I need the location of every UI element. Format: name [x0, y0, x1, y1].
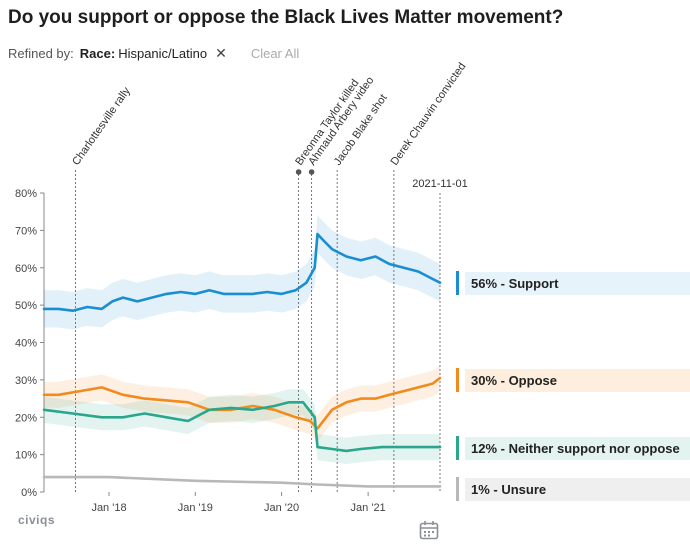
y-tick-label: 50%	[15, 300, 37, 312]
filter-bar: Refined by: Race: Hispanic/Latino ✕ Clea…	[8, 45, 299, 62]
legend-label-oppose: 30% - Oppose	[465, 368, 690, 392]
legend-swatch-oppose	[456, 368, 459, 392]
legend-swatch-support	[456, 271, 459, 295]
series-line-oppose	[42, 376, 442, 430]
event-dot	[308, 169, 315, 175]
legend-item-oppose[interactable]: 30% - Oppose	[456, 367, 690, 393]
y-tick-label: 30%	[15, 375, 37, 387]
close-icon[interactable]: ✕	[215, 45, 227, 61]
legend-label-neither: 12% - Neither support nor oppose	[465, 436, 690, 460]
x-tick-label: Jan '20	[264, 502, 299, 514]
series-band-neither	[44, 389, 440, 464]
filter-value: Hispanic/Latino	[118, 46, 208, 61]
y-tick-label: 10%	[15, 450, 37, 462]
event-label: Derek Chauvin convicted	[389, 61, 469, 168]
event-dot	[295, 169, 302, 175]
legend-swatch-unsure	[456, 477, 459, 501]
series-line-unsure	[42, 475, 442, 488]
series-band-oppose	[44, 364, 440, 442]
y-tick-label: 80%	[15, 188, 37, 200]
legend-label-support: 56% - Support	[465, 271, 690, 295]
y-tick-label: 60%	[15, 263, 37, 275]
clear-all-button[interactable]: Clear All	[250, 46, 300, 61]
y-tick-label: 70%	[15, 225, 37, 237]
series-line-neither	[42, 401, 442, 453]
current-date-label: 2021-11-01	[412, 178, 467, 190]
event-label: Breonna Taylor killed	[293, 77, 361, 167]
series-line-support	[42, 232, 442, 312]
calendar-icon[interactable]	[419, 520, 439, 545]
legend-item-support[interactable]: 56% - Support	[456, 270, 690, 296]
legend-swatch-neither	[456, 436, 459, 460]
x-tick-label: Jan '19	[178, 502, 213, 514]
event-label: Charlottesville rally	[70, 85, 133, 168]
legend-item-unsure[interactable]: 1% - Unsure	[456, 476, 690, 502]
x-tick-label: Jan '18	[91, 502, 126, 514]
x-tick-label: Jan '21	[351, 502, 386, 514]
y-tick-label: 40%	[15, 338, 37, 350]
refined-by-label: Refined by:	[8, 46, 74, 61]
series-band-support	[44, 215, 440, 330]
legend-item-neither[interactable]: 12% - Neither support nor oppose	[456, 435, 690, 461]
y-tick-label: 20%	[15, 412, 37, 424]
filter-key: Race:	[79, 46, 116, 61]
y-tick-label: 0%	[21, 487, 37, 499]
page-title: Do you support or oppose the Black Lives…	[8, 7, 564, 28]
civiqs-logo: civiqs	[18, 513, 56, 527]
legend-label-unsure: 1% - Unsure	[465, 477, 690, 501]
